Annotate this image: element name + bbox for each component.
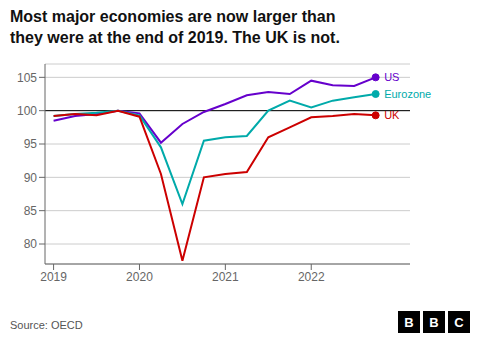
html-text:Most major economies are now l: Most major economies are now larger than <box>10 8 336 25</box>
html-text:Source: OECD: Source: OECD <box>10 319 83 331</box>
html-text:B: B <box>429 314 439 330</box>
html-text:B: B <box>404 314 414 330</box>
svg-text:2019: 2019 <box>40 270 67 284</box>
svg-text:2022: 2022 <box>298 270 325 284</box>
svg-text:Eurozone: Eurozone <box>384 88 431 100</box>
svg-text:2020: 2020 <box>126 270 153 284</box>
svg-text:85: 85 <box>24 204 38 218</box>
svg-text:95: 95 <box>24 137 38 151</box>
svg-text:90: 90 <box>24 171 38 185</box>
html-text:C: C <box>454 314 464 330</box>
svg-text:US: US <box>384 71 399 83</box>
html-text:they were at the end of 2019.: they were at the end of 2019. The UK is … <box>10 29 340 46</box>
svg-text:2021: 2021 <box>212 270 239 284</box>
svg-text:80: 80 <box>24 237 38 251</box>
svg-text:100: 100 <box>17 104 37 118</box>
svg-text:105: 105 <box>17 71 37 85</box>
svg-text:UK: UK <box>384 109 400 121</box>
